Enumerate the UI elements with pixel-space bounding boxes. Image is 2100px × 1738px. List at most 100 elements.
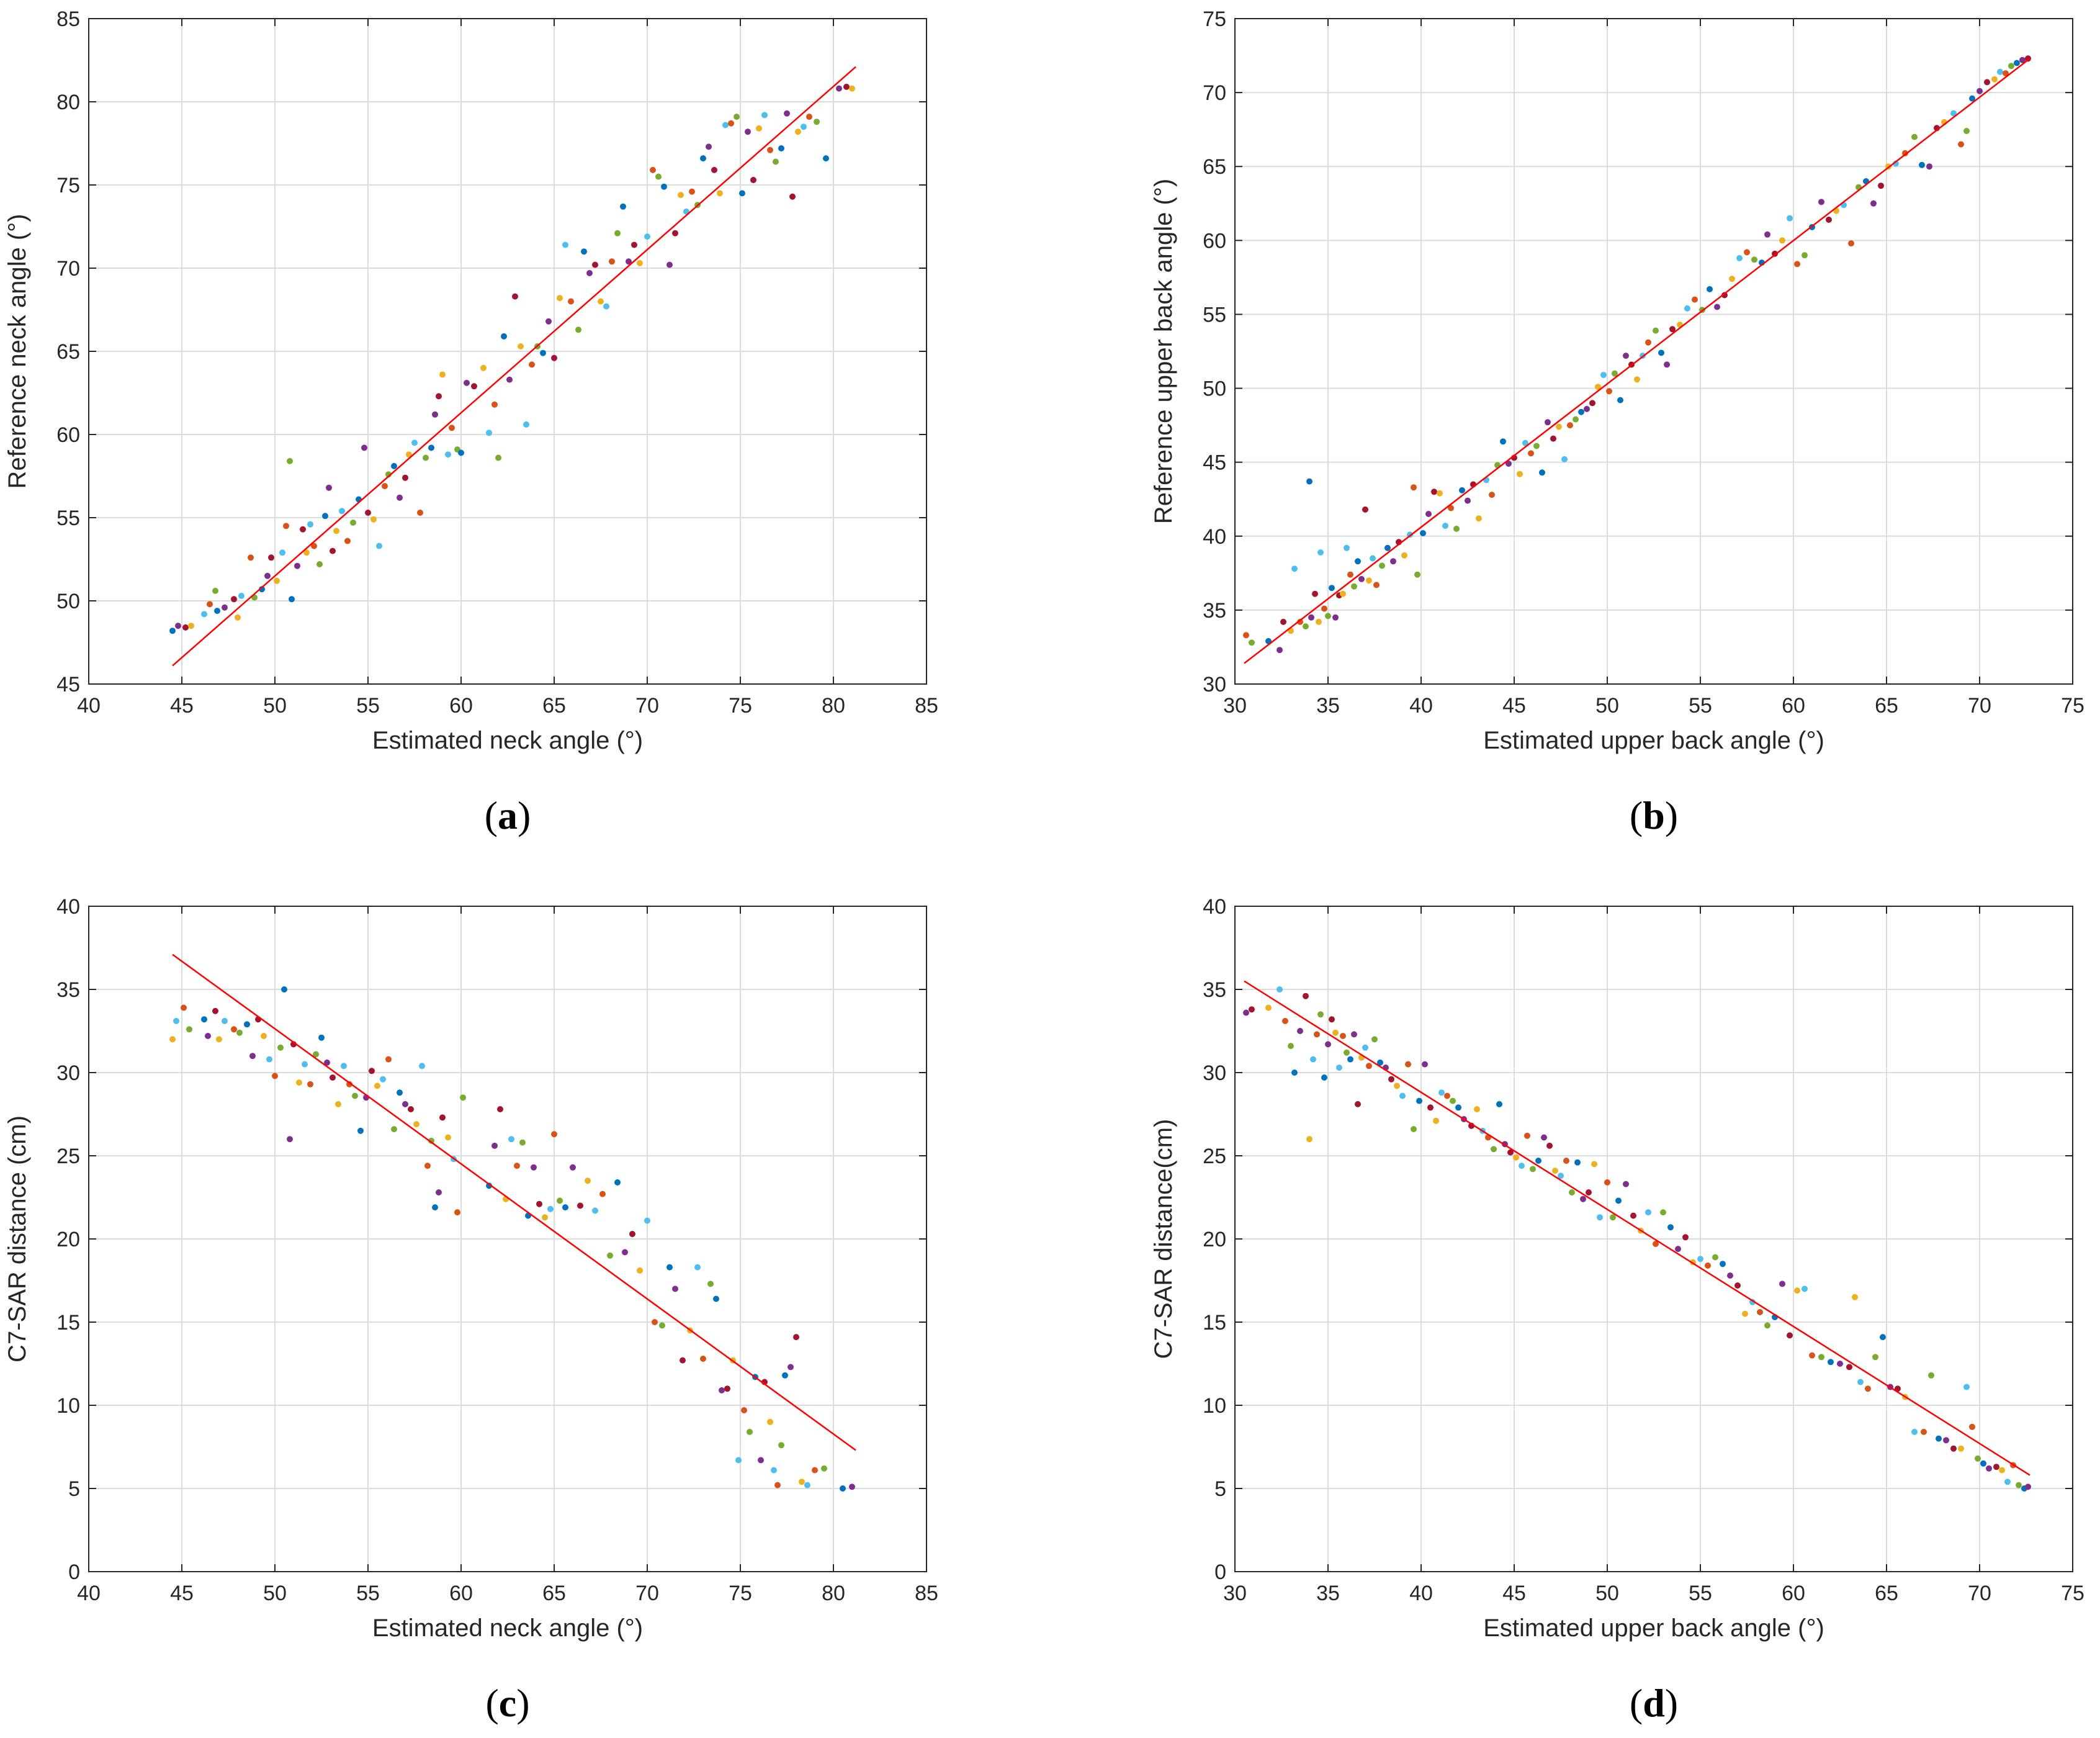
data-point <box>231 1026 237 1033</box>
data-point <box>1370 555 1376 562</box>
data-point <box>1317 549 1324 556</box>
data-point <box>778 145 784 151</box>
y-tick-label: 45 <box>1203 451 1226 475</box>
data-point <box>408 1106 414 1112</box>
data-point <box>598 298 604 305</box>
data-point <box>1734 1282 1741 1289</box>
data-point <box>1757 1308 1763 1315</box>
data-point <box>607 1252 613 1259</box>
data-point <box>804 1482 810 1488</box>
data-point <box>717 190 723 197</box>
data-point <box>514 1163 520 1169</box>
data-point <box>279 549 285 556</box>
data-point <box>352 1092 358 1099</box>
data-point <box>428 444 434 451</box>
panel-b: 30 35 40 45 50 55 60 65 70 75 30 35 40 45 50 55 60 65 70 75… <box>1150 7 2084 837</box>
plot-area <box>1235 19 2073 684</box>
y-axis-title: Reference neck angle (°) <box>4 214 31 489</box>
panel-a: 40 45 50 55 60 65 70 75 80 85455055606570758085Es… <box>4 7 938 837</box>
y-tick-label: 60 <box>56 423 80 447</box>
data-point <box>1623 1181 1629 1187</box>
data-point <box>326 484 332 491</box>
data-point <box>302 1061 308 1068</box>
y-tick-label: 65 <box>56 340 80 364</box>
data-point <box>486 430 492 436</box>
data-point <box>784 110 790 117</box>
data-point <box>1530 1166 1536 1173</box>
data-point <box>272 1073 278 1079</box>
data-point <box>436 393 442 400</box>
data-point <box>432 411 438 418</box>
data-point <box>812 1467 818 1474</box>
data-point <box>1303 993 1309 999</box>
y-tick-label: 50 <box>1203 377 1226 401</box>
x-tick-label: 85 <box>915 1582 938 1605</box>
x-tick-label: 55 <box>356 1582 380 1605</box>
x-tick-label: 50 <box>1595 1582 1619 1605</box>
data-point <box>436 1189 442 1195</box>
data-point <box>1610 1214 1616 1221</box>
x-tick-label: 40 <box>1409 1582 1433 1605</box>
data-point <box>1826 217 1832 223</box>
x-axis-title: Estimated neck angle (°) <box>372 727 643 754</box>
data-point <box>789 193 796 200</box>
data-point <box>1848 240 1854 247</box>
data-point <box>1950 110 1957 117</box>
data-point <box>843 83 850 90</box>
y-tick-label: 75 <box>56 174 80 197</box>
data-point <box>1427 1104 1434 1111</box>
data-point <box>391 1126 397 1133</box>
data-point <box>1355 1101 1361 1107</box>
data-point <box>1764 1322 1770 1329</box>
data-point <box>1422 1061 1428 1068</box>
data-point <box>1802 252 1808 259</box>
data-point <box>795 128 801 135</box>
data-point <box>661 183 667 190</box>
data-point <box>1366 1063 1372 1069</box>
x-tick-label: 60 <box>1782 1582 1805 1605</box>
data-point <box>458 449 464 456</box>
data-point <box>1474 1106 1480 1112</box>
data-point <box>1574 1159 1581 1166</box>
panel-c: 40 45 50 55 60 65 70 75 80 85 0 5 10 15 20 25 30 35 40 Esti… <box>4 895 938 1725</box>
data-point <box>1872 1354 1878 1361</box>
data-point <box>322 513 328 520</box>
data-point <box>592 261 598 268</box>
data-point <box>2003 70 2009 77</box>
data-point <box>1545 419 1551 426</box>
data-point <box>1314 1031 1320 1038</box>
data-point <box>376 543 382 549</box>
data-point <box>445 1134 451 1141</box>
y-tick-label: 20 <box>56 1228 80 1251</box>
data-point <box>531 1164 537 1171</box>
data-point <box>175 623 181 629</box>
data-point <box>1550 435 1556 442</box>
data-point <box>1507 1149 1514 1156</box>
data-point <box>201 611 207 618</box>
data-point <box>1950 1445 1957 1452</box>
data-point <box>523 421 529 428</box>
x-tick-label: 45 <box>170 1582 194 1605</box>
data-point <box>680 1357 686 1364</box>
data-point <box>1533 443 1540 449</box>
data-point <box>2004 1479 2011 1485</box>
fit-line <box>172 66 856 667</box>
data-point <box>1919 161 1925 168</box>
data-point <box>464 379 470 386</box>
x-tick-label: 50 <box>263 694 287 718</box>
data-point <box>622 1249 628 1256</box>
data-point <box>1243 1009 1249 1016</box>
data-point <box>542 1214 548 1221</box>
data-point <box>501 333 507 340</box>
data-point <box>1852 1294 1858 1300</box>
y-tick-label: 40 <box>56 895 80 919</box>
data-point <box>1552 1168 1558 1174</box>
data-point <box>1358 575 1365 582</box>
data-point <box>707 1281 714 1287</box>
data-point <box>603 303 609 310</box>
data-point <box>585 1177 591 1184</box>
x-tick-label: 45 <box>170 694 194 718</box>
data-point <box>235 614 241 621</box>
x-tick-label: 60 <box>1782 694 1805 718</box>
fit-line <box>1244 980 2030 1476</box>
